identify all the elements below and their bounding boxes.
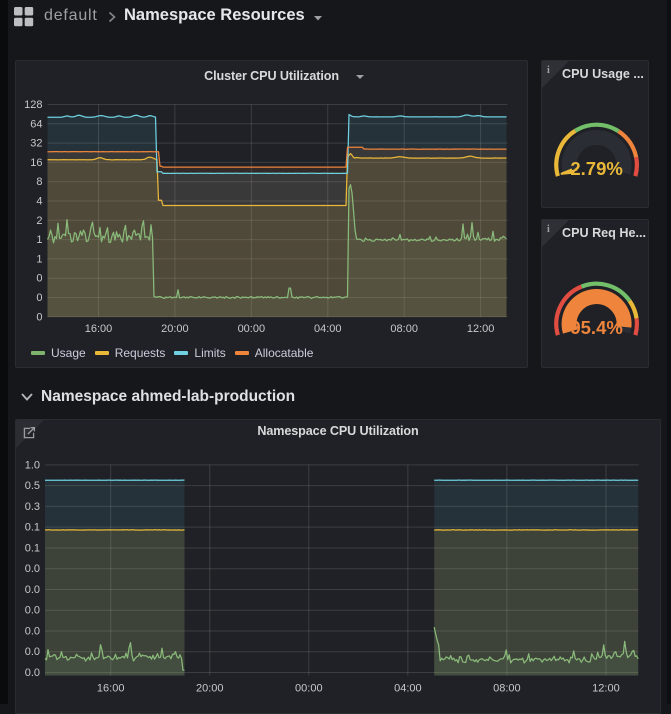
svg-text:8: 8 <box>36 176 42 188</box>
svg-text:0.1: 0.1 <box>25 522 40 534</box>
svg-text:0.0: 0.0 <box>25 667 40 679</box>
svg-text:16:00: 16:00 <box>97 683 125 695</box>
svg-text:20:00: 20:00 <box>161 323 189 335</box>
svg-text:2: 2 <box>36 215 42 227</box>
svg-text:0.1: 0.1 <box>25 542 40 554</box>
svg-text:0: 0 <box>36 273 42 285</box>
svg-text:1: 1 <box>36 234 42 246</box>
svg-text:4: 4 <box>36 196 42 208</box>
svg-text:08:00: 08:00 <box>390 323 418 335</box>
svg-text:16: 16 <box>30 157 42 169</box>
svg-text:0.0: 0.0 <box>25 563 40 575</box>
svg-text:95.4%: 95.4% <box>570 317 622 338</box>
svg-text:0.3: 0.3 <box>25 501 40 513</box>
svg-text:1: 1 <box>36 253 42 265</box>
svg-text:12:00: 12:00 <box>467 323 495 335</box>
svg-text:04:00: 04:00 <box>314 323 342 335</box>
svg-text:i: i <box>547 65 550 76</box>
svg-text:0: 0 <box>36 292 42 304</box>
svg-text:32: 32 <box>30 138 42 150</box>
svg-text:00:00: 00:00 <box>238 323 266 335</box>
svg-text:2.79%: 2.79% <box>570 158 622 179</box>
svg-text:i: i <box>547 224 550 235</box>
svg-text:1.0: 1.0 <box>25 459 40 471</box>
svg-text:64: 64 <box>30 118 42 130</box>
svg-text:20:00: 20:00 <box>196 683 224 695</box>
svg-text:0.0: 0.0 <box>25 605 40 617</box>
svg-text:08:00: 08:00 <box>493 683 521 695</box>
svg-text:0.0: 0.0 <box>25 584 40 596</box>
svg-text:0.5: 0.5 <box>25 480 40 492</box>
svg-text:12:00: 12:00 <box>592 683 620 695</box>
svg-text:128: 128 <box>24 99 42 111</box>
svg-text:16:00: 16:00 <box>85 323 113 335</box>
svg-text:0.0: 0.0 <box>25 646 40 658</box>
svg-text:00:00: 00:00 <box>295 683 323 695</box>
svg-text:0.0: 0.0 <box>25 625 40 637</box>
svg-text:04:00: 04:00 <box>394 683 422 695</box>
svg-text:0: 0 <box>36 311 42 323</box>
